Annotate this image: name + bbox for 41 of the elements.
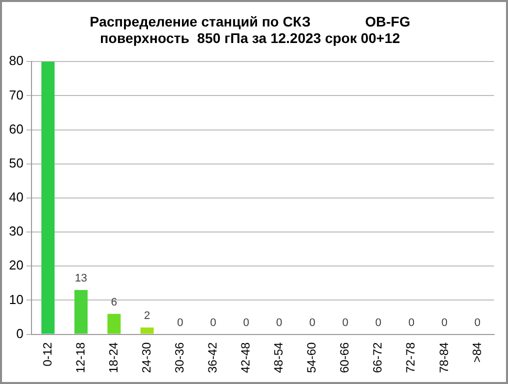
- x-tick-label: 66-72: [370, 342, 385, 374]
- data-label: 0: [441, 316, 448, 329]
- x-tick-label: 42-48: [238, 342, 253, 374]
- bar: [107, 314, 121, 334]
- x-tick-label: 48-54: [272, 342, 286, 374]
- x-tick-label: 18-24: [106, 342, 120, 374]
- data-label: 13: [74, 272, 88, 285]
- data-label: 0: [243, 316, 250, 329]
- chart-title: Распределение станций по СКЗ OB-FG поверхность 850 гПа за 12.2023 срок 00+12: [90, 13, 410, 46]
- x-tick-label: 12-18: [73, 342, 88, 374]
- y-tick-label: 70: [8, 87, 24, 102]
- data-label: 0: [375, 316, 382, 329]
- x-tick-label: 30-36: [172, 342, 186, 374]
- data-label: 0: [276, 316, 282, 329]
- data-label: 0: [342, 316, 348, 329]
- bar: [74, 290, 88, 334]
- data-label: 0: [210, 316, 216, 329]
- data-label: 2: [144, 310, 150, 322]
- x-tick-label: 24-30: [139, 342, 154, 374]
- y-tick-label: 20: [8, 258, 24, 273]
- y-tick-label: 30: [8, 224, 24, 239]
- x-tick-label: 72-78: [404, 342, 418, 374]
- x-tick-label: 0-12: [40, 342, 54, 366]
- x-tick-label: 36-42: [205, 342, 220, 374]
- y-tick-label: 80: [8, 53, 24, 68]
- y-tick-label: 10: [8, 292, 24, 307]
- y-tick-label: 0: [16, 326, 24, 341]
- y-tick-label: 60: [8, 121, 24, 136]
- data-label: 0: [177, 316, 184, 329]
- bar: [41, 62, 55, 334]
- x-tick-label: 54-60: [304, 342, 319, 374]
- y-tick-label: 40: [8, 190, 24, 205]
- data-label: 0: [474, 316, 481, 329]
- bar: [140, 327, 154, 334]
- data-label: 0: [408, 316, 414, 329]
- data-label: 6: [110, 296, 118, 308]
- x-tick-label: >84: [470, 342, 484, 363]
- x-tick-label: 60-66: [338, 342, 352, 374]
- y-tick-label: 50: [8, 155, 24, 170]
- data-label: 0: [309, 316, 316, 329]
- x-tick-label: 78-84: [436, 342, 451, 374]
